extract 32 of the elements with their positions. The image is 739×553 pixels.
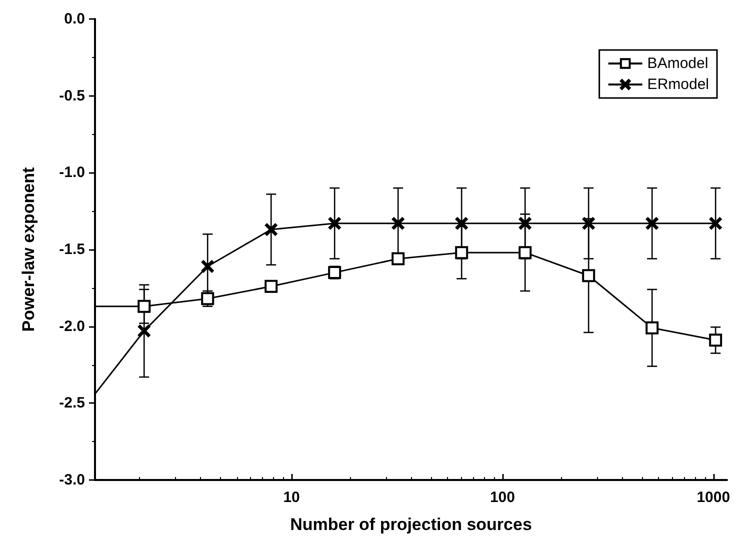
point: [264, 280, 278, 293]
y-tick-label: 0.0: [64, 10, 85, 28]
y-axis-title: Power-law exponent: [19, 166, 38, 332]
point: [138, 300, 151, 313]
point: [455, 217, 468, 230]
x-tick-label: 1000: [696, 489, 730, 506]
x-tick-label: 100: [490, 489, 515, 506]
y-tick-label: -0.5: [59, 87, 85, 104]
point: [264, 223, 278, 236]
point: [709, 217, 722, 230]
point: [392, 252, 405, 266]
point: [582, 217, 595, 230]
point: [518, 217, 532, 230]
point: [138, 324, 150, 338]
point: [201, 260, 214, 273]
point: [328, 217, 341, 230]
point: [518, 246, 532, 260]
x-axis-title: Number of projection sources: [290, 515, 532, 534]
legend-label: ERmodel: [647, 76, 710, 93]
y-tick-label: -2.5: [59, 394, 85, 412]
y-tick-label: -1.0: [59, 164, 85, 182]
point: [709, 334, 722, 347]
point: [455, 246, 468, 260]
point: [582, 269, 596, 282]
x-tick-label: 10: [283, 489, 300, 506]
legend-label: BAmodel: [647, 55, 708, 72]
point: [392, 217, 404, 230]
y-tick-label: -1.5: [59, 241, 85, 258]
point: [646, 217, 658, 230]
y-tick-label: -3.0: [59, 472, 85, 488]
point: [646, 321, 659, 334]
y-tick-label: -2.0: [59, 318, 85, 335]
